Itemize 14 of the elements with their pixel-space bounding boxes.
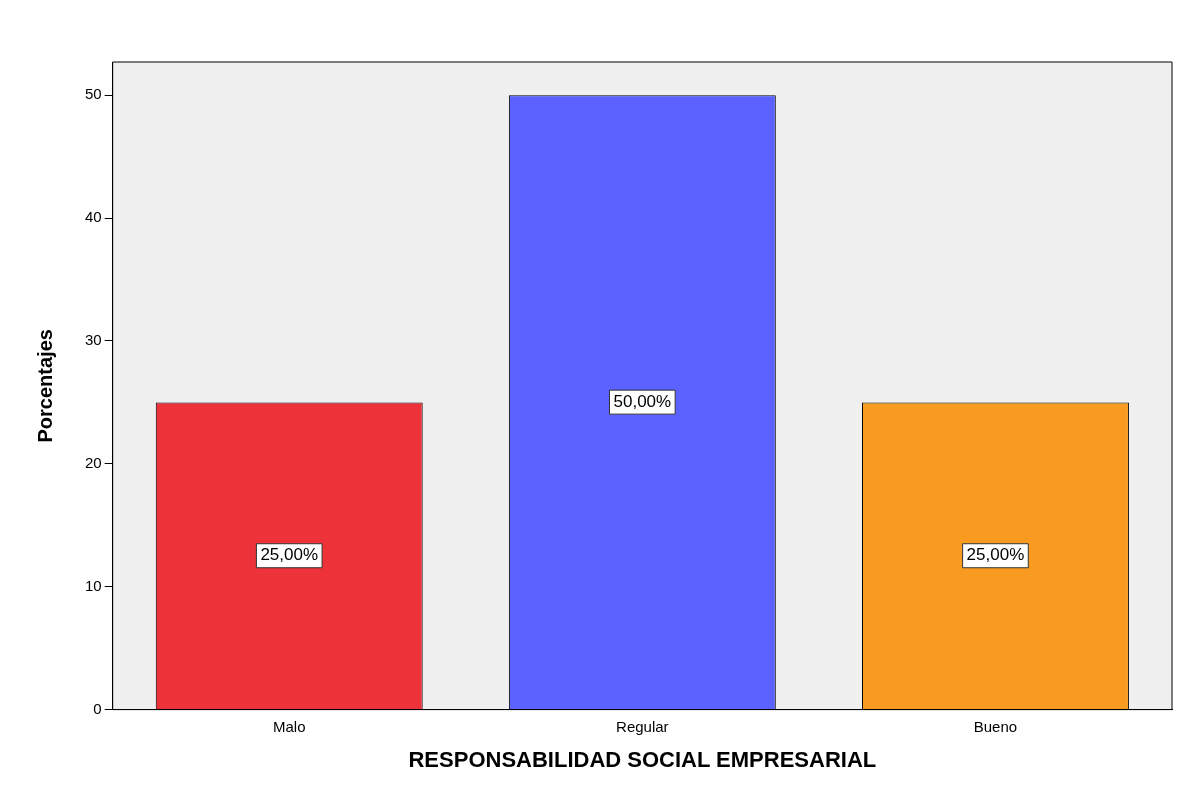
x-axis-title: RESPONSABILIDAD SOCIAL EMPRESARIAL bbox=[408, 746, 877, 772]
y-tick-label: 20 bbox=[85, 453, 102, 471]
x-tick-label: Bueno bbox=[973, 717, 1018, 735]
x-tick-label: Malo bbox=[272, 717, 306, 735]
data-label: 25,00% bbox=[260, 545, 319, 565]
x-tick-label: Regular bbox=[616, 717, 669, 735]
y-tick-label: 50 bbox=[85, 85, 102, 103]
y-tick-label: 30 bbox=[85, 331, 102, 349]
y-tick-label: 10 bbox=[85, 576, 102, 594]
data-label: 25,00% bbox=[966, 545, 1025, 565]
data-label: 50,00% bbox=[613, 391, 672, 411]
y-tick-label: 0 bbox=[93, 699, 102, 717]
y-axis-title: Porcentajes bbox=[33, 329, 56, 443]
y-tick-label: 40 bbox=[85, 208, 102, 226]
